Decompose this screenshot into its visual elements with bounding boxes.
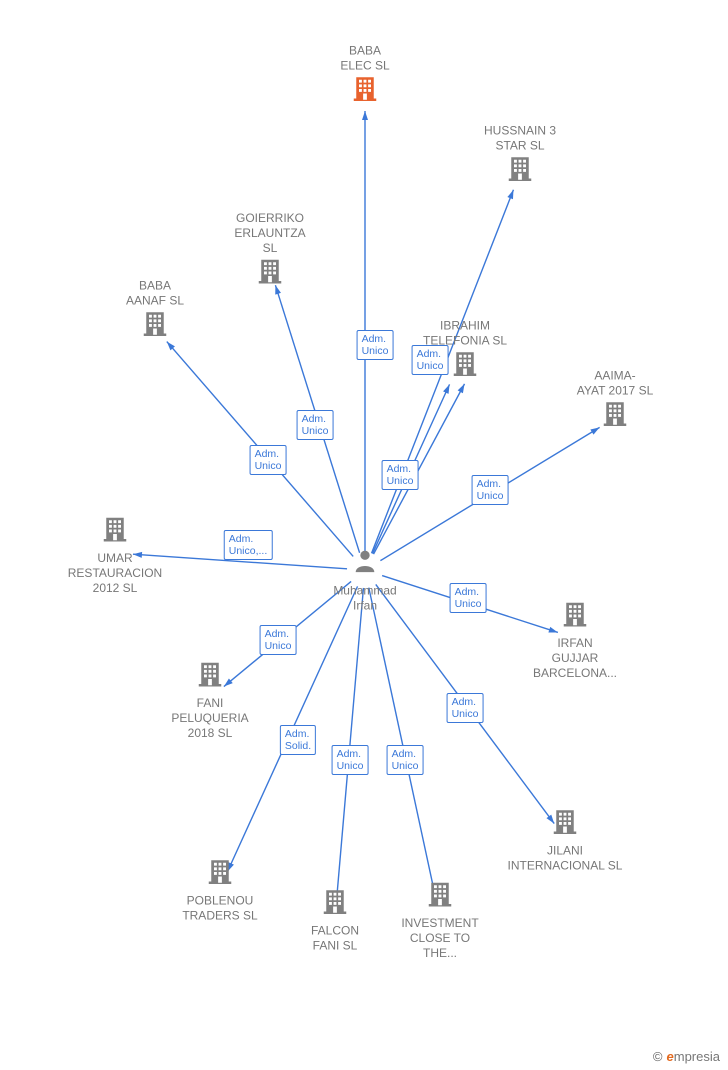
building-icon bbox=[450, 349, 480, 384]
edge-label: Adm.Unico bbox=[447, 693, 484, 723]
company-node: BABAELEC SL bbox=[305, 42, 425, 109]
building-icon bbox=[560, 599, 590, 634]
company-node: GOIERRIKOERLAUNTZASL bbox=[210, 209, 330, 291]
company-node: JILANIINTERNACIONAL SL bbox=[505, 807, 625, 874]
company-label: BABAELEC SL bbox=[305, 44, 425, 74]
building-icon bbox=[600, 399, 630, 434]
company-label: UMARRESTAURACION2012 SL bbox=[55, 551, 175, 596]
company-label: GOIERRIKOERLAUNTZASL bbox=[210, 211, 330, 256]
edge-label: Adm.Unico,... bbox=[224, 530, 273, 560]
company-label: IBRAHIMTELEFONIA SL bbox=[405, 319, 525, 349]
building-icon bbox=[505, 154, 535, 189]
building-icon bbox=[140, 309, 170, 344]
company-node: FANIPELUQUERIA2018 SL bbox=[150, 659, 270, 741]
edge-label: Adm.Unico bbox=[382, 460, 419, 490]
brand-rest: mpresia bbox=[674, 1049, 720, 1064]
building-icon bbox=[550, 807, 580, 842]
diagram-canvas: MuhammadIrfan BABAELEC SL HUSSNAIN 3STAR … bbox=[0, 0, 728, 1070]
edge-label: Adm.Unico bbox=[250, 445, 287, 475]
edges-svg bbox=[0, 0, 728, 1070]
company-node: INVESTMENTCLOSE TOTHE... bbox=[380, 879, 500, 961]
edge-label: Adm.Unico bbox=[297, 410, 334, 440]
company-node: HUSSNAIN 3STAR SL bbox=[460, 122, 580, 189]
edge-label: Adm.Unico bbox=[412, 345, 449, 375]
edge-label: Adm.Unico bbox=[260, 625, 297, 655]
edge-label: Adm.Unico bbox=[472, 475, 509, 505]
company-label: HUSSNAIN 3STAR SL bbox=[460, 124, 580, 154]
edge-label: Adm.Unico bbox=[450, 583, 487, 613]
company-label: POBLENOUTRADERS SL bbox=[160, 894, 280, 924]
edge-label: Adm.Unico bbox=[357, 330, 394, 360]
company-label: JILANIINTERNACIONAL SL bbox=[505, 844, 625, 874]
edge-label: Adm.Unico bbox=[332, 745, 369, 775]
company-label: FALCONFANI SL bbox=[275, 924, 395, 954]
company-node: POBLENOUTRADERS SL bbox=[160, 857, 280, 924]
company-node: BABAAANAF SL bbox=[95, 277, 215, 344]
company-node: IBRAHIMTELEFONIA SL bbox=[405, 317, 525, 384]
company-label: BABAAANAF SL bbox=[95, 279, 215, 309]
building-icon bbox=[205, 857, 235, 892]
edge-label: Adm.Solid. bbox=[280, 725, 316, 755]
company-label: IRFANGUJJARBARCELONA... bbox=[515, 636, 635, 681]
company-node: IRFANGUJJARBARCELONA... bbox=[515, 599, 635, 681]
building-icon bbox=[425, 879, 455, 914]
building-icon bbox=[195, 659, 225, 694]
company-node: UMARRESTAURACION2012 SL bbox=[55, 514, 175, 596]
company-node: FALCONFANI SL bbox=[275, 887, 395, 954]
company-label: AAIMA-AYAT 2017 SL bbox=[555, 369, 675, 399]
company-label: FANIPELUQUERIA2018 SL bbox=[150, 696, 270, 741]
center-person-node: MuhammadIrfan bbox=[305, 547, 425, 614]
company-node: AAIMA-AYAT 2017 SL bbox=[555, 367, 675, 434]
center-label: MuhammadIrfan bbox=[305, 584, 425, 614]
brand-initial: e bbox=[667, 1049, 674, 1064]
building-icon bbox=[255, 256, 285, 291]
company-label: INVESTMENTCLOSE TOTHE... bbox=[380, 916, 500, 961]
copyright: © empresia bbox=[653, 1049, 720, 1064]
copyright-symbol: © bbox=[653, 1049, 663, 1064]
person-icon bbox=[351, 547, 379, 580]
building-icon bbox=[320, 887, 350, 922]
building-icon bbox=[100, 514, 130, 549]
edge-label: Adm.Unico bbox=[387, 745, 424, 775]
building-icon bbox=[350, 74, 380, 109]
